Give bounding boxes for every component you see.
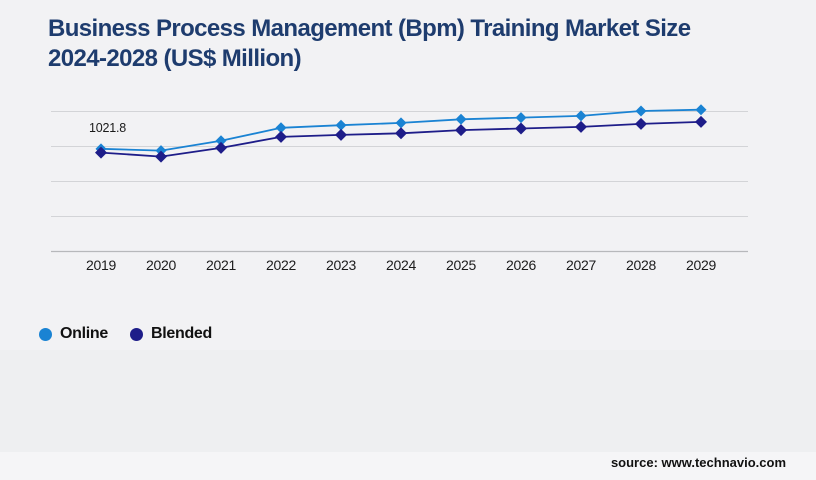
marker-blended <box>335 128 347 141</box>
x-tick-label-2026: 2026 <box>506 257 536 273</box>
x-tick-label-2029: 2029 <box>686 257 716 273</box>
legend-label-online: Online <box>60 325 108 342</box>
marker-online <box>395 117 407 129</box>
marker-online <box>635 105 647 117</box>
x-tick-label-2025: 2025 <box>446 257 476 273</box>
legend-label-blended: Blended <box>150 325 213 342</box>
marker-online <box>575 110 587 122</box>
marker-blended <box>275 130 287 143</box>
legend-item-online[interactable]: Online <box>39 325 108 343</box>
marker-blended <box>635 117 647 130</box>
marker-blended <box>95 146 107 159</box>
blended-series-swatch-icon <box>129 327 143 341</box>
marker-blended <box>515 122 527 135</box>
chart-title: Business Process Management (Bpm) Traini… <box>48 14 748 74</box>
x-tick-label-2027: 2027 <box>566 257 596 273</box>
background-band <box>0 350 816 452</box>
marker-blended <box>455 124 467 137</box>
marker-online <box>515 112 527 124</box>
chart-title-line2: 2024-2028 (US$ Million) <box>48 45 302 72</box>
marker-online <box>335 119 347 131</box>
chart-title-line1: Business Process Management (Bpm) Traini… <box>48 15 691 42</box>
x-tick-label-2022: 2022 <box>266 257 296 273</box>
marker-blended <box>575 120 587 133</box>
marker-online <box>695 104 707 116</box>
footer-strip <box>0 452 816 480</box>
x-tick-label-2020: 2020 <box>146 257 176 273</box>
x-tick-label-2028: 2028 <box>626 257 656 273</box>
marker-blended <box>155 150 167 163</box>
data-label-first-point: 1021.8 <box>89 121 127 135</box>
online-series-swatch-icon <box>39 327 52 341</box>
x-tick-label-2021: 2021 <box>206 257 236 273</box>
x-tick-label-2019: 2019 <box>86 257 116 273</box>
x-tick-label-2023: 2023 <box>326 257 356 273</box>
x-tick-label-2024: 2024 <box>386 257 416 273</box>
marker-online <box>455 113 467 125</box>
legend-item-blended[interactable]: Blended <box>129 325 213 343</box>
marker-blended <box>695 115 707 128</box>
chart-legend: Online Blended <box>39 325 212 343</box>
marker-online <box>215 135 227 147</box>
marker-blended <box>395 127 407 140</box>
source-attribution: source: www.technavio.com <box>610 455 786 470</box>
marker-online <box>275 122 287 134</box>
marker-blended <box>215 141 227 154</box>
